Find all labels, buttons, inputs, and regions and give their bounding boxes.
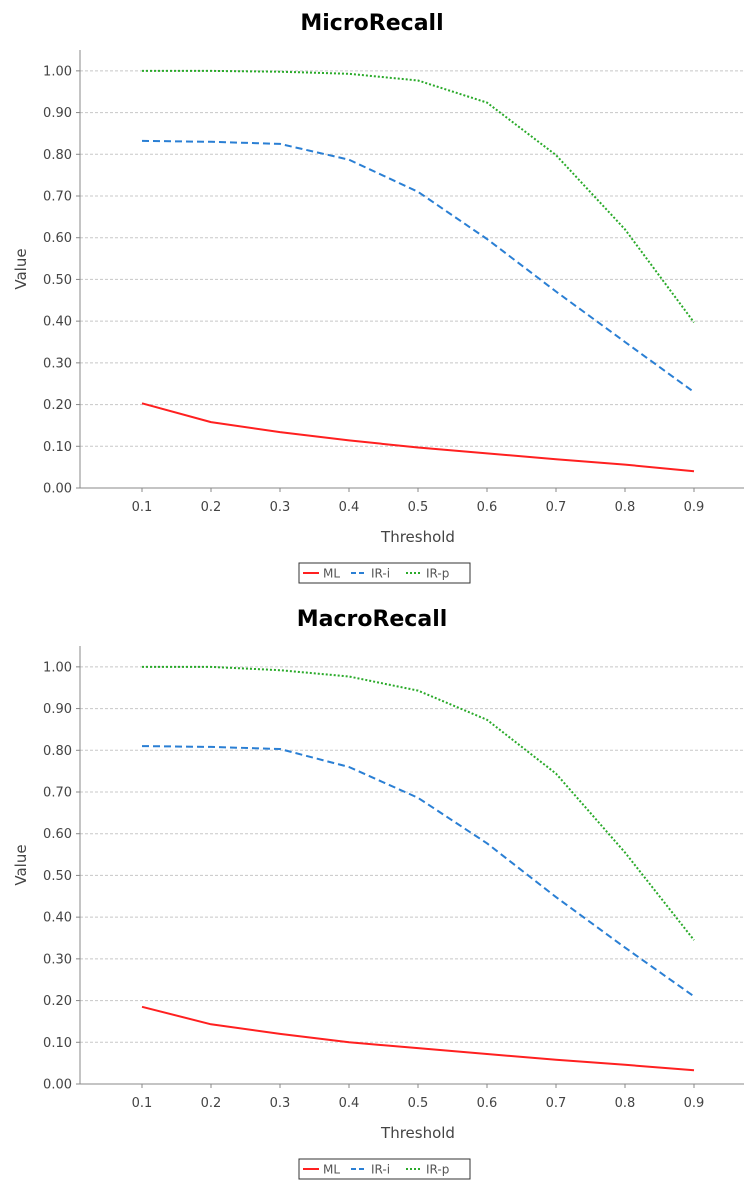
y-tick-label: 0.80 xyxy=(43,744,72,759)
x-tick-label: 0.9 xyxy=(684,1096,705,1111)
y-tick-label: 0.60 xyxy=(43,231,72,246)
legend-label-ml: ML xyxy=(323,567,340,581)
y-tick-label: 0.10 xyxy=(43,1036,72,1051)
series-line-ir-p xyxy=(142,665,695,941)
y-tick-label: 0.50 xyxy=(43,869,72,884)
x-tick-label: 0.7 xyxy=(546,1096,567,1111)
y-tick-label: 0.00 xyxy=(43,1078,72,1093)
x-tick-label: 0.1 xyxy=(132,500,153,515)
y-tick-label: 0.40 xyxy=(43,911,72,926)
x-axis-label: Threshold xyxy=(380,528,455,546)
y-tick-label: 0.20 xyxy=(43,994,72,1009)
y-tick-label: 0.90 xyxy=(43,106,72,121)
y-tick-label: 1.00 xyxy=(43,64,72,79)
x-tick-label: 0.4 xyxy=(339,500,360,515)
micro-recall-chart: MicroRecall 0.00 0.10 0.20 0.30 0.40 0.50 0.60 0… xyxy=(0,0,744,590)
series-line-ir-i xyxy=(141,745,695,998)
legend-label-ml: ML xyxy=(323,1163,340,1177)
x-tick-label: 0.2 xyxy=(201,500,222,515)
legend-label-ir-p: IR-p xyxy=(426,567,449,581)
legend-label-ir-i: IR-i xyxy=(371,567,390,581)
series-line-ir-p xyxy=(142,69,695,323)
y-tick-label: 0.20 xyxy=(43,398,72,413)
y-tick-label: 0.90 xyxy=(43,702,72,717)
series-line-ir-i xyxy=(141,139,695,393)
legend-box xyxy=(298,1158,471,1180)
y-tick-label: 0.50 xyxy=(43,273,72,288)
x-tick-label: 0.4 xyxy=(339,1096,360,1111)
chart-svg: MicroRecall 0.00 0.10 0.20 0.30 0.40 0.50 0.60 0… xyxy=(12,11,744,584)
chart-svg: MacroRecall 0.00 0.10 0.20 0.30 0.40 0.50 0.60 0… xyxy=(12,607,744,1180)
x-tick-label: 0.1 xyxy=(132,1096,153,1111)
y-axis-label: Value xyxy=(12,248,30,289)
plot-area xyxy=(80,646,744,1084)
y-tick-label: 0.70 xyxy=(43,786,72,801)
plot-area xyxy=(80,50,744,488)
chart-title: MacroRecall xyxy=(297,607,448,632)
x-tick-label: 0.8 xyxy=(615,500,636,515)
y-tick-label: 0.30 xyxy=(43,356,72,371)
legend-label-ir-p: IR-p xyxy=(426,1163,449,1177)
y-tick-label: 0.00 xyxy=(43,482,72,497)
y-tick-label: 0.10 xyxy=(43,440,72,455)
series-line-ml xyxy=(141,402,695,473)
y-tick-label: 0.40 xyxy=(43,315,72,330)
x-tick-label: 0.5 xyxy=(408,1096,429,1111)
x-tick-label: 0.8 xyxy=(615,1096,636,1111)
x-tick-label: 0.7 xyxy=(546,500,567,515)
y-tick-label: 0.60 xyxy=(43,827,72,842)
x-tick-label: 0.2 xyxy=(201,1096,222,1111)
y-tick-label: 0.70 xyxy=(43,190,72,205)
y-tick-label: 0.80 xyxy=(43,148,72,163)
x-tick-label: 0.6 xyxy=(477,500,498,515)
y-axis-label: Value xyxy=(12,844,30,885)
x-tick-label: 0.3 xyxy=(270,500,291,515)
chart-title: MicroRecall xyxy=(300,11,443,36)
x-tick-label: 0.9 xyxy=(684,500,705,515)
x-tick-label: 0.6 xyxy=(477,1096,498,1111)
y-tick-label: 0.30 xyxy=(43,952,72,967)
y-tick-label: 1.00 xyxy=(43,660,72,675)
x-axis-label: Threshold xyxy=(380,1124,455,1142)
macro-recall-chart: MacroRecall 0.00 0.10 0.20 0.30 0.40 0.50 0.60 0… xyxy=(0,596,744,1186)
x-tick-label: 0.5 xyxy=(408,500,429,515)
legend-label-ir-i: IR-i xyxy=(371,1163,390,1177)
x-tick-label: 0.3 xyxy=(270,1096,291,1111)
legend-box xyxy=(298,562,471,584)
series-line-ml xyxy=(141,1005,695,1072)
